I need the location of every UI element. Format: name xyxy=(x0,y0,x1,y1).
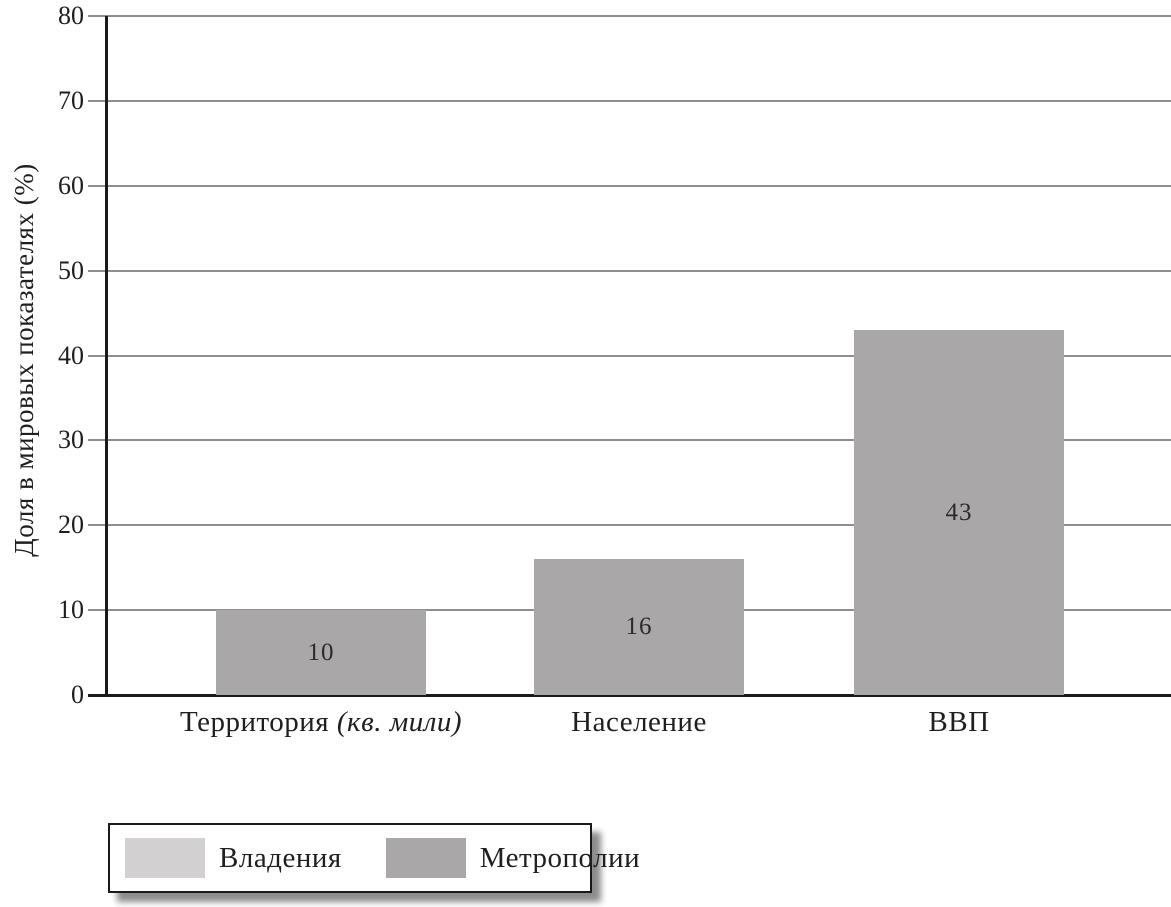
bar-territory: 10 xyxy=(216,610,426,695)
gridline-60 xyxy=(88,185,1171,187)
x-category-label-gdp: ВВП xyxy=(928,706,990,738)
gridline-70 xyxy=(88,100,1171,102)
legend-swatch-vladeniya xyxy=(125,838,205,878)
legend-item-metropolii: Метрополии xyxy=(385,838,641,878)
gridline-30 xyxy=(88,439,1171,441)
gridline-20 xyxy=(88,524,1171,526)
x-category-label-territory: Территория (кв. мили) xyxy=(179,706,463,738)
y-tick-label-50: 50 xyxy=(58,256,84,285)
y-tick-label-70: 70 xyxy=(58,86,84,115)
bar-value-label-territory: 10 xyxy=(307,638,335,666)
y-tick-label-0: 0 xyxy=(71,680,84,709)
y-tick-label-60: 60 xyxy=(58,171,84,200)
legend-swatch-metropolii xyxy=(385,838,466,878)
y-tick-label-80: 80 xyxy=(58,1,84,30)
x-axis-line xyxy=(88,694,1171,697)
bar-population: 16 xyxy=(534,559,744,695)
y-axis-line xyxy=(105,16,108,697)
x-category-label-population: Население xyxy=(571,706,707,738)
y-tick-label-20: 20 xyxy=(58,510,84,539)
gridline-40 xyxy=(88,355,1171,357)
gridline-50 xyxy=(88,270,1171,272)
legend-item-vladeniya: Владения xyxy=(125,838,342,878)
y-tick-label-10: 10 xyxy=(58,595,84,624)
bar-value-label-gdp: 43 xyxy=(945,498,973,526)
legend-box: Владения Метрополии xyxy=(108,823,640,893)
legend-label-vladeniya: Владения xyxy=(219,841,342,874)
bar-value-label-population: 16 xyxy=(625,613,653,640)
legend-label-metropolii: Метрополии xyxy=(479,841,641,874)
gridline-80 xyxy=(88,15,1171,17)
y-tick-label-30: 30 xyxy=(58,425,84,454)
bar-gdp: 43 xyxy=(854,330,1064,695)
y-tick-label-40: 40 xyxy=(58,341,84,370)
